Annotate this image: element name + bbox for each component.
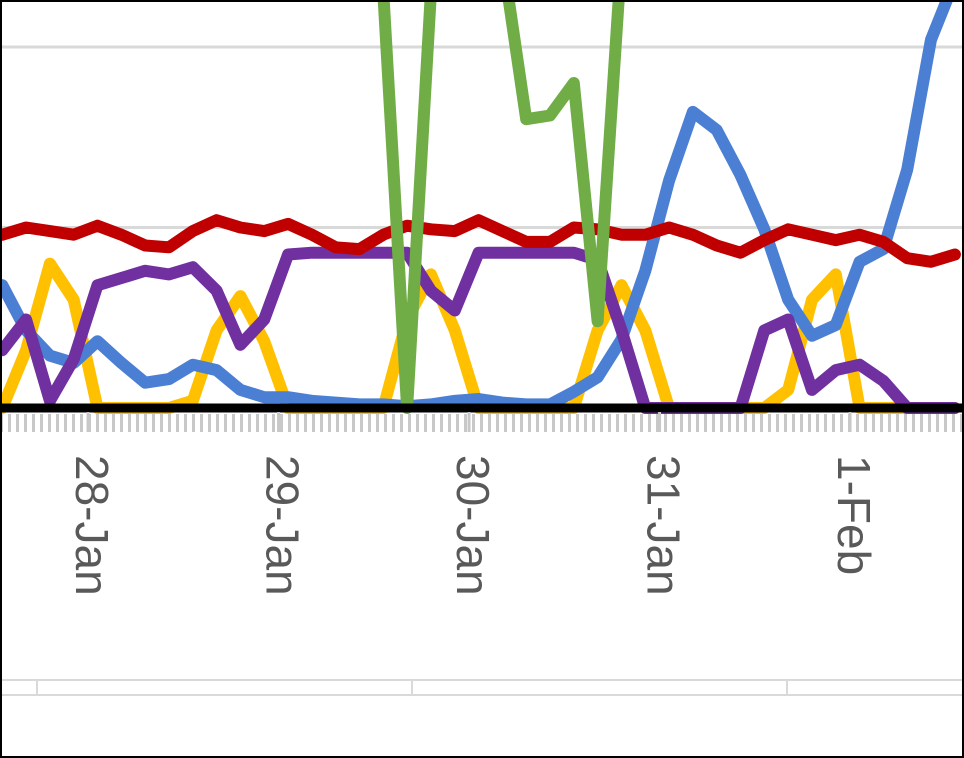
x-tick-label: 30-Jan	[447, 455, 499, 596]
series-line	[0, 214, 961, 268]
x-tick-label: 1-Feb	[828, 455, 880, 575]
x-axis-labels: 28-Jan 29-Jan 30-Jan 31-Jan 1-Feb	[66, 412, 880, 596]
x-tick-label: 28-Jan	[66, 455, 118, 596]
series-line	[0, 0, 954, 413]
plot-area	[0, 0, 961, 414]
x-tick-label: 29-Jan	[256, 455, 308, 596]
series-line	[377, 0, 625, 414]
minor-tick-strip	[0, 414, 964, 432]
x-tick-label: 31-Jan	[637, 455, 689, 596]
series-line	[0, 246, 961, 414]
